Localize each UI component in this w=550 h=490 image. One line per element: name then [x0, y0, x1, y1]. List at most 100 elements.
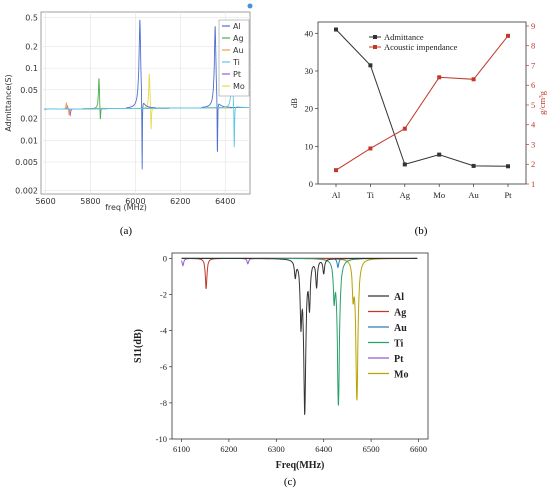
- plot-a-legend-box: [218, 19, 250, 97]
- y2-tick-label: 8: [531, 41, 535, 51]
- data-point: [506, 33, 510, 38]
- series-line-al: [181, 257, 418, 415]
- y-tick-label: 0.05: [20, 86, 38, 95]
- data-point: [368, 63, 373, 68]
- caption-a: (a): [120, 225, 133, 237]
- x-tick-label: 6600: [410, 444, 427, 454]
- plot-c-xlabel: Freq(MHz): [276, 460, 325, 471]
- data-point: [334, 168, 338, 173]
- y-tick-label: 0: [309, 179, 313, 189]
- x-tick-label: 6500: [363, 444, 380, 454]
- plot-b-legend: Admittance Acoustic impendance: [369, 32, 458, 52]
- plot-a-xlabel: freq (MHz): [105, 203, 147, 212]
- legend-c-label-au: Au: [394, 323, 407, 334]
- y-tick-label: -10: [156, 434, 167, 444]
- y2-tick-label: 5: [531, 100, 535, 110]
- y2-tick-label: 6: [531, 80, 535, 90]
- legend-b-marker-acoustic: [373, 45, 377, 49]
- x-tick-label: 6300: [268, 444, 285, 454]
- caption-c: (c): [284, 476, 297, 488]
- y2-tick-label: 2: [531, 159, 535, 169]
- legend-c-label-ti: Ti: [394, 339, 403, 350]
- x-tick-label: 6400: [215, 197, 235, 206]
- plot-a-series: [44, 19, 249, 170]
- data-point: [471, 77, 476, 82]
- plot-a-ylabel: Admittance(S): [4, 74, 13, 131]
- legend-a-label-ag: Ag: [233, 34, 244, 43]
- y-tick-label: -8: [160, 398, 167, 408]
- x-tick-label: 6000: [125, 197, 145, 206]
- x-tick-label: 6400: [315, 444, 332, 454]
- y-tick-label: 0.5: [25, 14, 38, 23]
- plot-b-series: [334, 27, 510, 173]
- legend-a-label-pt: Pt: [233, 70, 241, 79]
- y-tick-label: 0.01: [20, 136, 38, 145]
- y-tick-label: 20: [305, 104, 314, 114]
- y-tick-label: 0.002: [15, 187, 38, 196]
- y-tick-label: 0.005: [15, 158, 38, 167]
- plot-a-frame: [40, 11, 251, 195]
- legend-c-label-ag: Ag: [394, 308, 406, 319]
- y-tick-label: 0.02: [20, 115, 38, 124]
- x-tick-label: Ti: [367, 190, 375, 200]
- y-tick-label: 0: [163, 253, 167, 263]
- legend-b-label-admittance: Admittance: [384, 32, 424, 42]
- y-tick-label: -2: [160, 290, 167, 300]
- plot-a-grid: [41, 12, 250, 194]
- plot-c-ylabel: S11(dB): [133, 329, 144, 363]
- data-point: [437, 152, 442, 157]
- plot-a-xticks: 5600 5800 6000 6200 6400: [35, 197, 235, 206]
- data-point: [402, 126, 407, 131]
- y-tick-label: -6: [160, 362, 167, 372]
- x-tick-label: 5600: [35, 197, 55, 206]
- legend-c-label-al: Al: [394, 292, 404, 303]
- x-tick-label: Mo: [433, 190, 445, 200]
- series-line-acoustic: [335, 35, 509, 171]
- x-tick-label: 6200: [170, 197, 190, 206]
- series-line-ti: [44, 53, 249, 148]
- y-tick-label: 10: [305, 141, 314, 151]
- x-tick-label: Pt: [504, 190, 512, 200]
- series-line-admittance: [335, 29, 509, 167]
- legend-c-label-pt: Pt: [394, 354, 404, 365]
- panel-a: 5600 5800 6000 6200 6400 0.50.20.10.050.020.…: [4, 3, 253, 237]
- dot-icon: [247, 3, 253, 9]
- caption-b: (b): [415, 225, 428, 237]
- y2-tick-label: 9: [531, 21, 535, 31]
- plot-c-frame: [171, 252, 429, 440]
- plot-b-ylabel: dB: [289, 98, 299, 108]
- x-tick-label: 6200: [220, 444, 237, 454]
- x-tick-label: Ag: [400, 190, 411, 200]
- legend-b-marker-admittance: [373, 35, 377, 39]
- plot-c-series: [181, 257, 418, 415]
- data-point: [437, 75, 442, 80]
- data-point: [506, 164, 510, 169]
- y-tick-label: 40: [305, 28, 314, 38]
- legend-a-label-ti: Ti: [232, 58, 240, 67]
- data-point: [368, 146, 373, 151]
- data-point: [471, 163, 476, 168]
- legend-a-label-mo: Mo: [233, 82, 245, 91]
- data-point: [402, 162, 407, 167]
- y2-tick-label: 3: [531, 139, 535, 149]
- panel-c: 6100 6200 6300 6400 6500 6600 0 -2 -4 -6 -8 -10 Fre…: [133, 252, 429, 488]
- panel-b: Al Ti Ag Mo Au Pt 0 10 20 30 40 1 2 3 4 5 6 7 8 9 dB g/cm³g…: [289, 21, 547, 237]
- y-tick-label: -4: [160, 326, 168, 336]
- x-tick-label: Al: [332, 190, 341, 200]
- y-tick-label: 0.2: [25, 42, 38, 51]
- y2-tick-label: 1: [531, 179, 535, 189]
- x-tick-label: 5800: [80, 197, 100, 206]
- legend-a-label-al: Al: [233, 22, 241, 31]
- plot-a-yticks: 0.5 0.2 0.1 0.05 0.02 0.01 0.005 0.002: [15, 14, 38, 196]
- plot-c-legend: Al Ag Au Ti Pt Mo: [368, 292, 408, 381]
- y-tick-label: 30: [305, 66, 314, 76]
- legend-c-label-mo: Mo: [394, 370, 408, 381]
- plot-a-legend: Al Ag Au Ti Pt Mo: [218, 19, 250, 97]
- legend-b-label-acoustic: Acoustic impendance: [384, 42, 458, 52]
- data-point: [334, 27, 338, 32]
- legend-a-label-au: Au: [233, 46, 244, 55]
- plot-b-y2label: g/cm³g: [537, 90, 547, 115]
- y2-tick-label: 7: [531, 60, 535, 70]
- x-tick-label: 6100: [173, 444, 190, 454]
